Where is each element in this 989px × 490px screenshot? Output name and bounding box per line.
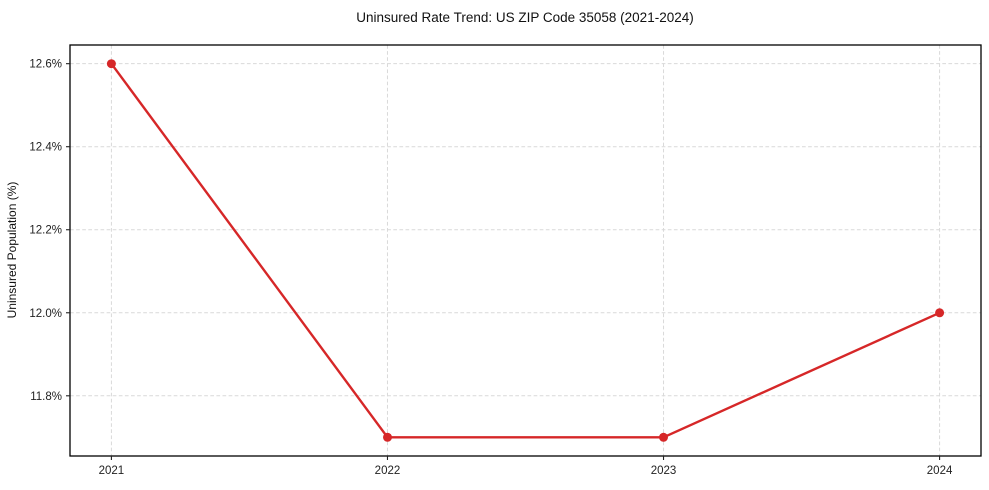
x-tick-label: 2021	[99, 465, 125, 477]
trend-line	[110, 62, 941, 439]
data-point-marker	[935, 308, 945, 318]
plot-border	[69, 44, 982, 457]
x-tick-label: 2022	[375, 465, 401, 477]
y-tick-label: 12.4%	[29, 142, 62, 154]
grid-layer	[70, 45, 981, 456]
y-axis-label: Uninsured Population (%)	[5, 182, 19, 319]
x-tick-label: 2024	[927, 465, 953, 477]
data-point-marker	[106, 59, 116, 69]
y-tick-label: 12.0%	[29, 308, 62, 320]
data-point-marker	[659, 432, 668, 442]
y-tick-label: 11.8%	[30, 391, 62, 403]
y-axis: 11.8% 12.0% 12.2% 12.4% 12.6%	[29, 59, 70, 403]
data-point-marker	[383, 432, 392, 442]
series-layer	[106, 59, 945, 442]
chart-title: Uninsured Rate Trend: US ZIP Code 35058 …	[356, 10, 693, 25]
y-tick-label: 12.2%	[29, 225, 62, 237]
x-axis: 2021 2022 2023 2024	[99, 456, 953, 477]
x-tick-label: 2023	[651, 465, 677, 477]
y-tick-label: 12.6%	[29, 59, 62, 71]
